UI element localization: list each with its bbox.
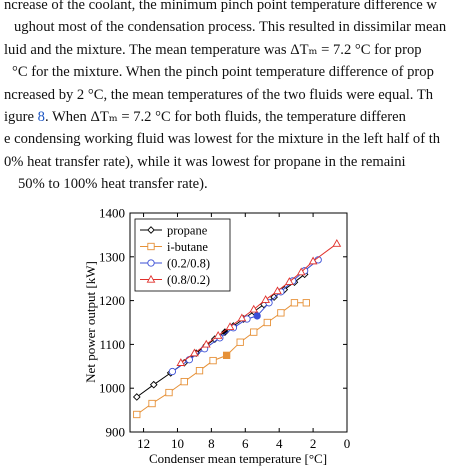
data-point (249, 304, 259, 313)
data-point (261, 295, 270, 303)
data-point (209, 356, 217, 365)
paragraph-line: igure 8. When ΔTₘ = 7.2 °C for both flui… (4, 108, 406, 126)
legend-swatch-marker (147, 226, 155, 234)
y-axis-label: Net power output [kW] (83, 261, 98, 383)
data-point (221, 328, 229, 336)
paragraph-line: ughout most of the condensation process.… (14, 19, 447, 36)
series-line-1 (136, 302, 307, 415)
x-tick-label: 12 (137, 436, 150, 451)
data-point (284, 277, 294, 285)
data-point (273, 286, 282, 295)
data-point (213, 331, 223, 339)
legend-swatch-marker (147, 242, 155, 251)
paragraph-line: 0% heat transfer rate), while it was low… (4, 153, 406, 170)
data-point (236, 338, 244, 346)
paragraph-line: e condensing working fluid was lowest fo… (4, 131, 441, 148)
data-point (225, 322, 235, 331)
plot-frame (129, 212, 348, 433)
legend-swatch-marker (147, 259, 155, 267)
y-tick-label: 1200 (99, 293, 125, 308)
paragraph-line: °C for the mixture. When the pinch point… (12, 64, 434, 81)
paragraph-line: ncreased by 2 °C, the mean temperatures … (4, 86, 434, 103)
data-point (148, 399, 156, 408)
legend-entry: (0.2/0.8) (167, 257, 210, 271)
data-point (168, 367, 177, 376)
x-tick-label: 0 (344, 436, 351, 451)
data-point (263, 318, 271, 327)
paper-paragraph: ncrease of the coolant, the minimum pinc… (0, 0, 474, 205)
data-point (190, 348, 199, 357)
y-tick-label: 1100 (99, 337, 125, 352)
data-point (302, 299, 310, 307)
x-tick-label: 8 (208, 436, 215, 451)
data-point (250, 328, 258, 336)
paragraph-line: luid and the mixture. The mean temperatu… (4, 41, 422, 58)
data-point (165, 388, 173, 397)
data-point (277, 309, 285, 317)
y-tick-label: 1400 (99, 206, 125, 221)
data-point (149, 380, 158, 389)
data-point (133, 410, 141, 419)
figure-reference-link[interactable]: 8 (37, 109, 45, 125)
x-tick-label: 4 (276, 436, 283, 451)
legend-swatch-marker (146, 274, 156, 283)
data-point (253, 312, 261, 320)
y-tick-label: 1000 (99, 381, 125, 396)
y-tick-label: 1300 (99, 249, 125, 264)
data-point (296, 267, 306, 276)
line-suffix: . When ΔTₘ = 7.2 °C for both fluids, the… (44, 109, 406, 125)
x-tick-label: 6 (242, 436, 249, 451)
data-point (237, 313, 247, 322)
data-point (132, 393, 141, 401)
legend-entry: i-butane (167, 240, 208, 254)
data-point (222, 351, 231, 359)
data-point (332, 239, 342, 247)
legend-entry: (0.8/0.2) (167, 273, 210, 287)
line-prefix: igure (4, 109, 38, 125)
paragraph-line: ncrease of the coolant, the minimum pinc… (4, 0, 437, 13)
paragraph-line: 50% to 100% heat transfer rate). (18, 176, 208, 193)
x-axis-label: Condenser mean temperature [°C] (149, 451, 327, 466)
legend-entry: propane (167, 224, 208, 238)
data-point (180, 377, 188, 386)
data-point (290, 299, 299, 307)
data-point (308, 256, 318, 265)
data-point (176, 358, 186, 366)
x-tick-label: 2 (310, 436, 317, 451)
y-tick-label: 900 (106, 425, 126, 440)
data-point (201, 339, 211, 348)
x-tick-label: 10 (171, 436, 184, 451)
data-point (185, 356, 193, 364)
data-point (195, 367, 204, 375)
